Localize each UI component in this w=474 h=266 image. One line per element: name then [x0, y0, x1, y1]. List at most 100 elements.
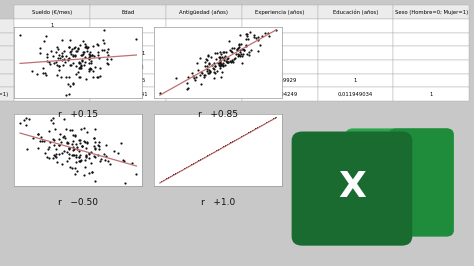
Point: [68, 47, 76, 51]
Point: [117, 141, 125, 145]
Point: [54, 56, 62, 60]
Point: [63, 140, 70, 145]
Point: [65, 56, 73, 61]
Point: [70, 148, 77, 152]
Point: [73, 168, 81, 173]
Point: [88, 53, 95, 57]
Point: [55, 63, 62, 68]
Point: [63, 74, 70, 79]
Point: [49, 115, 57, 120]
Point: [204, 71, 211, 76]
Point: [104, 53, 112, 57]
Point: [184, 86, 191, 90]
Point: [191, 78, 199, 82]
Point: [206, 68, 214, 73]
Point: [217, 62, 224, 66]
Point: [83, 49, 91, 53]
Point: [88, 169, 96, 174]
Point: [228, 59, 236, 63]
Point: [91, 179, 99, 183]
Point: [93, 42, 101, 46]
Point: [75, 66, 82, 70]
Point: [220, 58, 228, 62]
Point: [36, 51, 44, 55]
Point: [219, 64, 227, 69]
Point: [71, 54, 79, 58]
Point: [223, 60, 231, 65]
Point: [70, 139, 77, 143]
Point: [73, 49, 80, 53]
Point: [245, 53, 253, 57]
Point: [216, 61, 223, 65]
Point: [41, 151, 49, 155]
Point: [85, 55, 92, 59]
Point: [46, 60, 53, 64]
Point: [221, 53, 228, 58]
Point: [95, 143, 102, 147]
Point: [72, 133, 79, 138]
Point: [41, 70, 49, 75]
Point: [204, 54, 212, 58]
Point: [216, 58, 224, 62]
Point: [46, 62, 54, 66]
Point: [197, 70, 205, 74]
Point: [59, 161, 66, 166]
Point: [80, 139, 88, 144]
Point: [85, 57, 92, 61]
Point: [47, 49, 55, 53]
Point: [63, 159, 71, 163]
Point: [85, 152, 92, 156]
Point: [82, 152, 90, 157]
Point: [85, 69, 92, 73]
Point: [236, 33, 244, 37]
Point: [58, 151, 66, 155]
Point: [69, 54, 77, 59]
Point: [82, 155, 90, 159]
Point: [222, 59, 230, 63]
Point: [90, 74, 97, 79]
Point: [72, 153, 80, 157]
Point: [210, 66, 218, 71]
Point: [55, 68, 63, 72]
Point: [75, 138, 82, 143]
Point: [75, 159, 82, 163]
Point: [67, 52, 75, 56]
Point: [183, 81, 191, 85]
Point: [78, 59, 85, 63]
Point: [69, 82, 77, 86]
Point: [214, 61, 221, 65]
Point: [216, 60, 224, 64]
Point: [79, 39, 87, 44]
Point: [47, 118, 55, 122]
Point: [103, 50, 110, 54]
Point: [228, 58, 236, 62]
Point: [65, 92, 73, 96]
Point: [211, 51, 219, 55]
Point: [91, 54, 98, 59]
Point: [219, 61, 227, 65]
Point: [46, 145, 53, 149]
Point: [208, 63, 216, 67]
Point: [121, 181, 128, 185]
Point: [217, 52, 225, 56]
Point: [213, 51, 220, 55]
Point: [64, 141, 72, 145]
Point: [198, 71, 206, 75]
Point: [77, 127, 85, 131]
FancyBboxPatch shape: [389, 128, 454, 236]
Text: X: X: [338, 170, 366, 204]
Point: [68, 142, 76, 146]
Point: [75, 155, 82, 159]
Point: [82, 154, 90, 158]
Point: [89, 44, 97, 48]
Point: [79, 50, 87, 54]
Point: [79, 57, 86, 62]
Point: [242, 32, 250, 36]
Point: [217, 66, 224, 70]
Point: [237, 53, 244, 58]
Point: [200, 73, 208, 77]
Point: [77, 66, 84, 70]
Point: [197, 56, 204, 60]
Point: [69, 133, 76, 138]
Point: [25, 117, 33, 122]
